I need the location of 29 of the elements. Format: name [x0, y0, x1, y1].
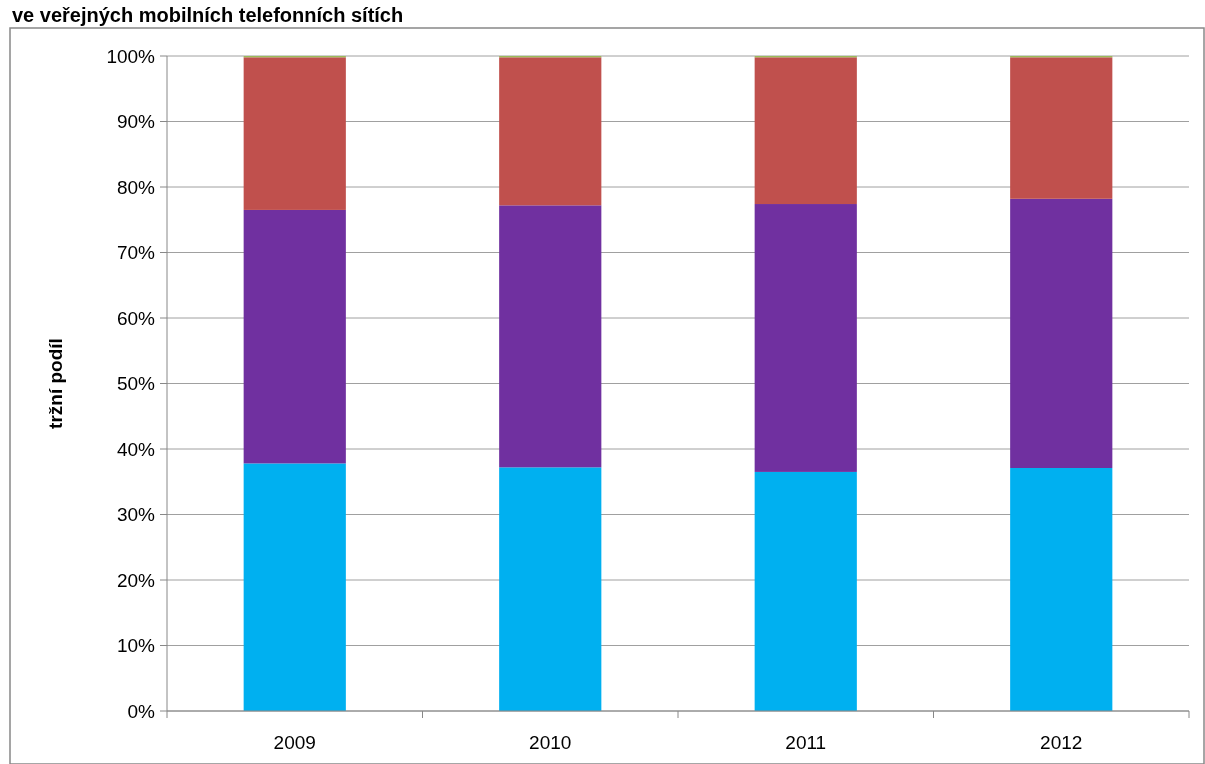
y-tick-label: 100% [106, 45, 156, 67]
y-tick-label: 60% [116, 307, 156, 329]
y-tick-label: 70% [116, 242, 156, 264]
y-tick-label: 10% [116, 635, 156, 657]
x-tick-label: 2010 [529, 732, 572, 753]
bar [754, 57, 857, 205]
y-tick-label: 30% [116, 504, 156, 526]
bar [1010, 57, 1113, 199]
bar [243, 209, 346, 464]
bar [754, 204, 857, 472]
bar [754, 471, 857, 711]
bar [499, 205, 602, 468]
bar [1010, 198, 1113, 468]
bar [499, 467, 602, 711]
y-axis-title: tržní podíl [45, 338, 66, 429]
y-tick-label: 0% [127, 700, 156, 722]
bar [1010, 468, 1113, 711]
x-tick-label: 2011 [785, 732, 827, 753]
y-tick-label: 90% [116, 111, 156, 133]
bar [499, 57, 602, 206]
y-tick-label: 40% [116, 438, 156, 460]
y-tick-label: 50% [116, 373, 156, 395]
chart-title: ve veřejných mobilních telefonních sítích [12, 4, 404, 26]
y-tick-label: 20% [116, 569, 156, 591]
x-tick-label: 2009 [273, 732, 316, 753]
bar [243, 463, 346, 711]
y-tick-label: 80% [116, 176, 156, 198]
x-tick-label: 2012 [1040, 732, 1083, 753]
bar [243, 57, 346, 210]
